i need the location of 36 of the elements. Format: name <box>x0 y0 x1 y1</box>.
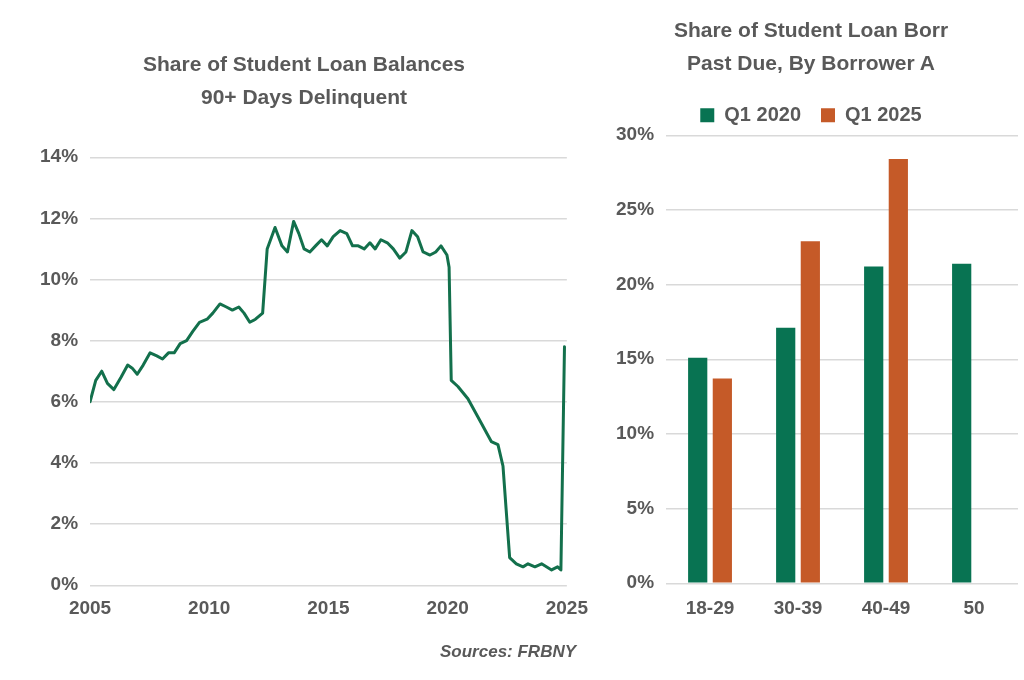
legend-label: Q1 2025 <box>845 102 922 125</box>
y-tick-label: 8% <box>50 328 79 350</box>
y-tick-label: 25% <box>616 198 655 220</box>
chart-title: Share of Student Loan Balances 90+ Days Delinquent <box>142 51 466 109</box>
y-tick-label: 2% <box>50 512 79 534</box>
chart-title: Share of Student Loan Borr Past Due, By Borrower A <box>673 17 949 75</box>
y-tick-label: 4% <box>50 451 79 473</box>
bar <box>776 327 796 583</box>
y-tick-label: 6% <box>50 390 79 412</box>
bar <box>864 266 884 583</box>
bar <box>800 241 820 583</box>
bar <box>952 263 972 583</box>
x-tick-label: 40-49 <box>861 596 911 618</box>
source-note: Sources: FRBNY <box>440 642 577 662</box>
x-tick-label: 18-29 <box>685 596 735 618</box>
bar <box>688 357 708 583</box>
y-tick-label: 10% <box>40 267 79 289</box>
x-tick-label: 2010 <box>188 596 231 618</box>
y-tick-label: 15% <box>616 347 655 369</box>
y-tick-label: 30% <box>616 123 655 145</box>
y-tick-label: 20% <box>616 272 655 294</box>
bar <box>888 159 908 583</box>
x-tick-label: 50 <box>963 596 985 618</box>
x-tick-label: 2020 <box>426 596 469 618</box>
y-tick-label: 5% <box>626 496 655 518</box>
y-tick-label: 0% <box>50 573 79 595</box>
x-tick-label: 2015 <box>307 596 351 618</box>
y-tick-label: 14% <box>40 145 79 167</box>
legend-label: Q1 2020 <box>724 102 802 125</box>
x-tick-label: 30-39 <box>773 596 823 618</box>
bar <box>712 378 732 583</box>
y-tick-label: 0% <box>626 571 655 593</box>
y-tick-label: 12% <box>40 206 79 228</box>
x-tick-label: 2005 <box>68 596 112 618</box>
x-tick-label: 2025 <box>545 596 589 618</box>
y-tick-label: 10% <box>616 422 655 444</box>
